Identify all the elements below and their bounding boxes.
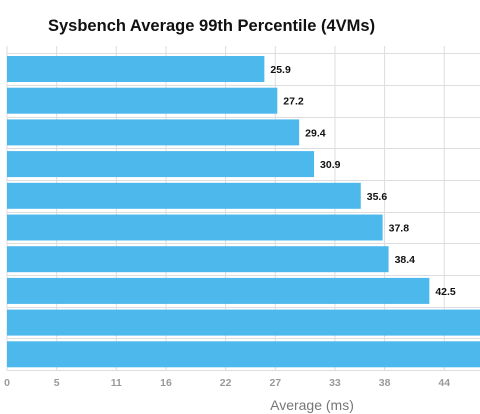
bar-value-label: 35.6 — [367, 191, 388, 203]
x-tick-label: 22 — [220, 377, 232, 389]
bar — [7, 56, 265, 82]
bar — [7, 341, 480, 368]
x-tick-label: 11 — [111, 377, 122, 389]
x-tick-label: 27 — [269, 377, 281, 389]
bar — [7, 277, 430, 304]
x-tick-label: 16 — [160, 377, 172, 389]
x-axis-title: Average (ms) — [270, 397, 354, 413]
chart-title: Sysbench Average 99th Percentile (4VMs) — [48, 17, 376, 35]
bar — [7, 182, 361, 209]
bar — [7, 309, 480, 336]
bar-value-label: 29.4 — [305, 127, 326, 139]
x-tick-label: 38 — [379, 377, 391, 389]
bar-value-label: 27.2 — [283, 96, 304, 108]
bar-value-label: 30.9 — [320, 159, 341, 171]
x-tick-label: 5 — [54, 377, 60, 389]
bar-value-label: 37.8 — [389, 223, 410, 235]
bars — [7, 56, 480, 368]
bar — [7, 151, 315, 178]
bar-value-label: 25.9 — [270, 64, 291, 76]
bar — [7, 87, 278, 114]
x-tick-label: 0 — [4, 377, 10, 389]
bar — [7, 214, 383, 241]
data-labels: 25.9 27.2 29.4 30.9 35.6 37.8 38.4 42.5 — [270, 64, 456, 298]
bar — [7, 246, 389, 273]
bar-value-label: 42.5 — [435, 286, 456, 298]
x-tick-label: 33 — [329, 377, 341, 389]
x-axis-ticks: 0 5 11 16 22 27 33 38 44 — [4, 377, 450, 389]
x-tick-label: 44 — [438, 377, 450, 389]
bar — [7, 119, 300, 146]
bar-value-label: 38.4 — [395, 254, 416, 266]
